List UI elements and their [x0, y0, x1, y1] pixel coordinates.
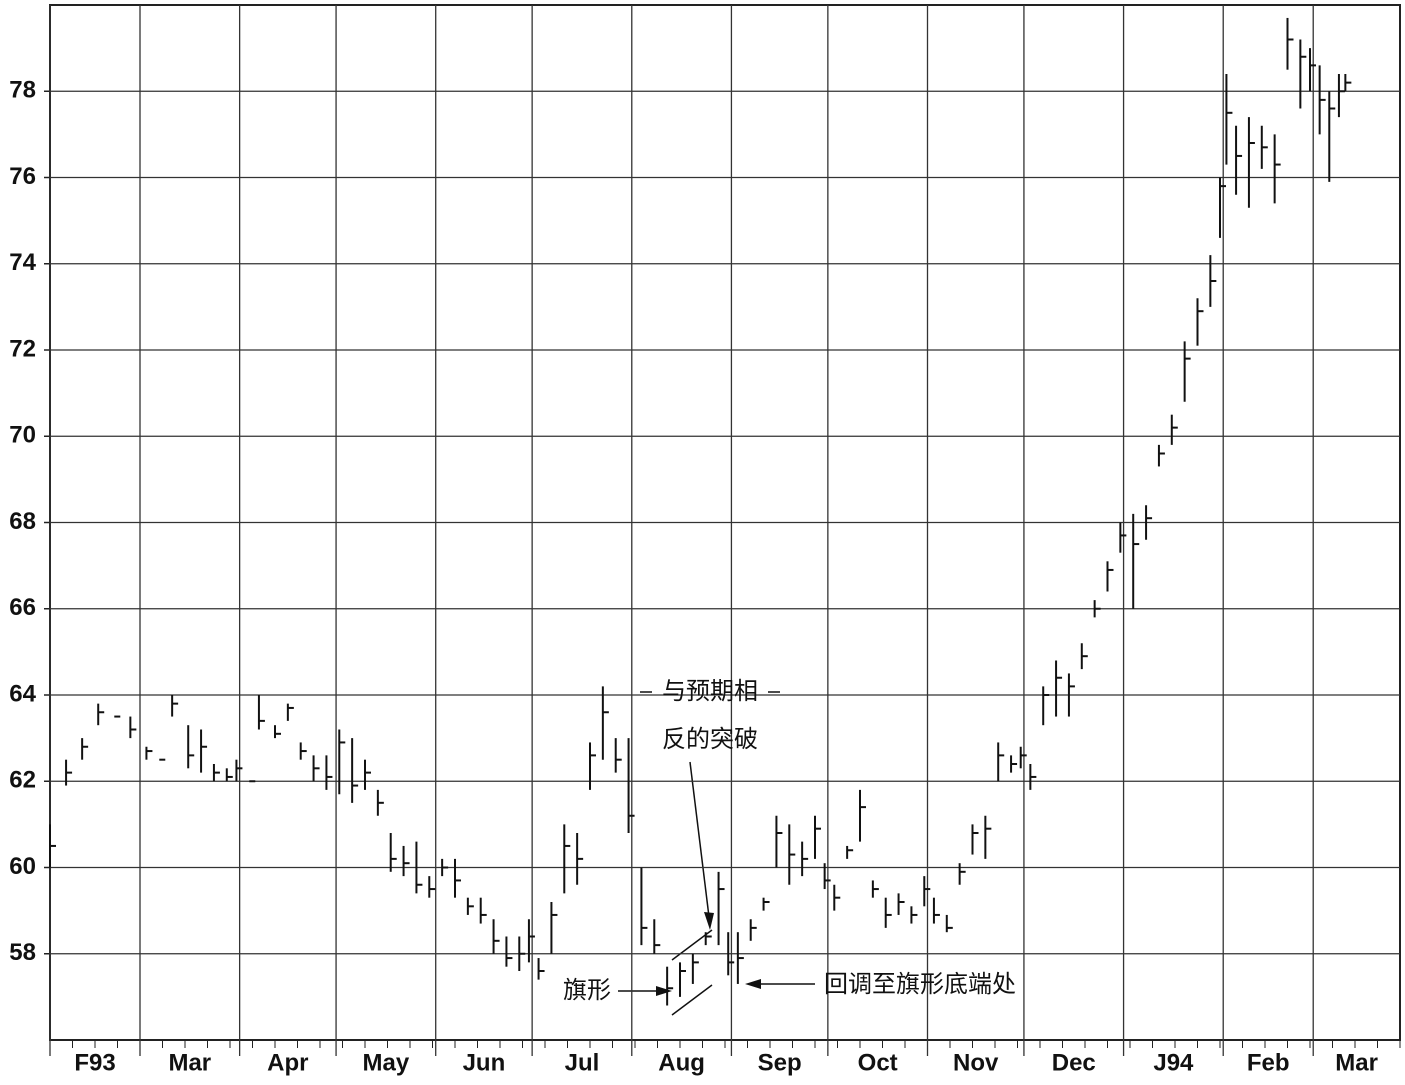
- arrow: [689, 761, 711, 926]
- annotation: 反的突破: [662, 725, 758, 753]
- x-tick-label: Jul: [565, 1049, 600, 1076]
- annotation: 旗形: [563, 976, 611, 1004]
- arrow-head: [656, 986, 672, 996]
- x-tick-label: Dec: [1052, 1049, 1096, 1076]
- x-tick-label: Jun: [463, 1049, 506, 1076]
- y-tick-label: 78: [9, 77, 36, 104]
- x-tick-label: Apr: [267, 1049, 308, 1076]
- arrow-head: [704, 912, 714, 930]
- y-tick-label: 70: [9, 422, 36, 449]
- x-tick-label: May: [363, 1049, 410, 1076]
- y-tick-label: 60: [9, 853, 36, 880]
- x-tick-label: Mar: [168, 1049, 211, 1076]
- x-tick-label: J94: [1153, 1049, 1194, 1076]
- y-tick-label: 68: [9, 508, 36, 535]
- arrow-head: [745, 979, 761, 989]
- flag-line: [671, 984, 713, 1016]
- y-tick-label: 58: [9, 939, 36, 966]
- y-tick-label: 72: [9, 335, 36, 362]
- x-tick-label: Sep: [758, 1049, 802, 1076]
- x-tick-label: Mar: [1335, 1049, 1378, 1076]
- y-tick-label: 74: [9, 249, 36, 276]
- x-tick-label: F93: [74, 1049, 115, 1076]
- x-tick-label: Feb: [1247, 1049, 1290, 1076]
- y-tick-label: 76: [9, 163, 36, 190]
- marks: 58 60 62 64 66 68 70 72 74 76 78 F93 Mar Apr May Jun Jul…: [9, 5, 1401, 1076]
- x-tick-label: Oct: [858, 1049, 898, 1076]
- x-tick-label: Nov: [953, 1049, 999, 1076]
- y-tick-label: 62: [9, 767, 36, 794]
- x-tick-label: Aug: [658, 1049, 705, 1076]
- annotation: 与预期相: [662, 677, 758, 705]
- y-tick-label: 64: [9, 680, 36, 707]
- annotation: 回调至旗形底端处: [824, 970, 1016, 998]
- y-tick-label: 66: [9, 594, 36, 621]
